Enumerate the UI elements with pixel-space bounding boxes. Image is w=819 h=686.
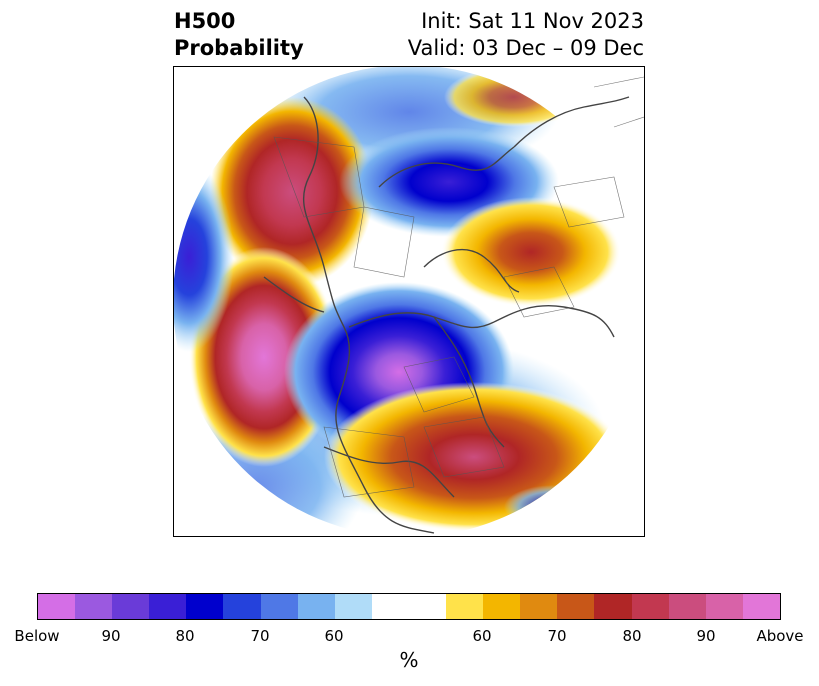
colorbar-cell bbox=[334, 594, 372, 619]
colorbar-tick-label: 60 bbox=[472, 627, 492, 645]
colorbar-cell bbox=[631, 594, 669, 619]
colorbar-cell bbox=[260, 594, 298, 619]
title-variable: H500 bbox=[174, 9, 236, 33]
colorbar-tick-label: 70 bbox=[250, 627, 270, 645]
colorbar-cell bbox=[668, 594, 706, 619]
probability-map bbox=[173, 66, 645, 537]
colorbar-cell bbox=[483, 594, 521, 619]
colorbar-tick-label: 90 bbox=[101, 627, 121, 645]
colorbar-cell bbox=[742, 594, 780, 619]
coastlines bbox=[263, 96, 630, 534]
colorbar bbox=[37, 593, 781, 620]
colorbar-tick-label: 80 bbox=[622, 627, 642, 645]
title-product: Probability bbox=[174, 36, 304, 60]
colorbar-cell bbox=[149, 594, 187, 619]
borders bbox=[273, 76, 644, 498]
init-date: Init: Sat 11 Nov 2023 bbox=[421, 9, 644, 33]
colorbar-cell bbox=[371, 594, 409, 619]
map-canvas bbox=[174, 67, 644, 536]
colorbar-cell bbox=[520, 594, 558, 619]
colorbar-cell bbox=[705, 594, 743, 619]
colorbar-tick-label: 90 bbox=[696, 627, 716, 645]
colorbar-cell bbox=[446, 594, 484, 619]
colorbar-cell bbox=[75, 594, 113, 619]
chart-title-right: Init: Sat 11 Nov 2023 Valid: 03 Dec – 09… bbox=[408, 8, 644, 62]
colorbar-cell bbox=[594, 594, 632, 619]
valid-range: Valid: 03 Dec – 09 Dec bbox=[407, 36, 644, 60]
colorbar-cell bbox=[297, 594, 335, 619]
colorbar-tick-label: Below bbox=[14, 627, 60, 645]
colorbar-cell bbox=[557, 594, 595, 619]
colorbar-tick-label: 80 bbox=[175, 627, 195, 645]
chart-title-left: H500 Probability bbox=[174, 8, 304, 62]
colorbar-cell bbox=[223, 594, 261, 619]
colorbar-unit: % bbox=[399, 648, 419, 672]
colorbar-tick-label: 60 bbox=[324, 627, 344, 645]
colorbar-cell bbox=[408, 594, 447, 619]
probability-field bbox=[174, 67, 644, 536]
colorbar-tick-label: Above bbox=[756, 627, 804, 645]
colorbar-cell bbox=[186, 594, 224, 619]
colorbar-cell bbox=[38, 594, 76, 619]
colorbar-tick-label: 70 bbox=[547, 627, 567, 645]
colorbar-cell bbox=[112, 594, 150, 619]
